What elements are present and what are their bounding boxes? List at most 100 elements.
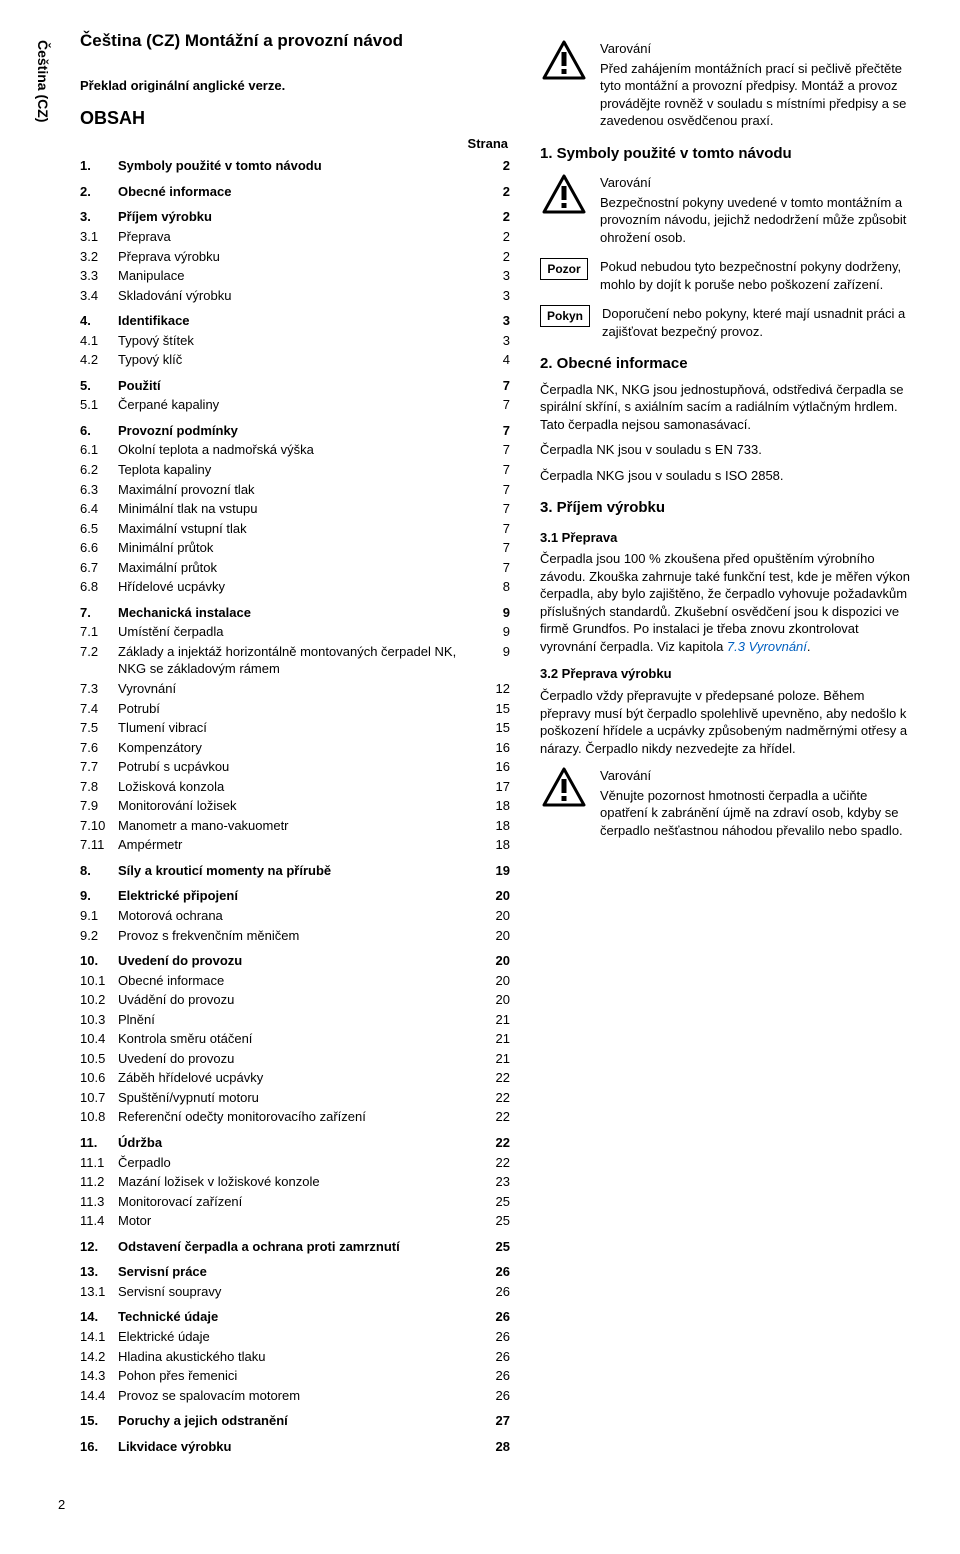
toc-number: 3. — [80, 208, 118, 226]
toc-row[interactable]: 3.2Přeprava výrobku2 — [80, 247, 510, 267]
toc-page: 8 — [482, 578, 510, 596]
toc-row[interactable]: 6.1Okolní teplota a nadmořská výška7 — [80, 440, 510, 460]
toc-row[interactable]: 7.10Manometr a mano-vakuometr18 — [80, 816, 510, 836]
toc-page: 26 — [482, 1308, 510, 1326]
toc-page: 2 — [482, 228, 510, 246]
toc-row[interactable]: 6.8Hřídelové ucpávky8 — [80, 577, 510, 597]
toc-page: 26 — [482, 1367, 510, 1385]
toc-row[interactable]: 6.5Maximální vstupní tlak7 — [80, 519, 510, 539]
toc-row[interactable]: 4.2Typový klíč4 — [80, 350, 510, 370]
toc-row[interactable]: 2.Obecné informace2 — [80, 182, 510, 202]
toc-number: 3.1 — [80, 228, 118, 246]
toc-row[interactable]: 7.4Potrubí15 — [80, 699, 510, 719]
toc-row[interactable]: 5.Použití7 — [80, 376, 510, 396]
toc-row[interactable]: 8.Síly a krouticí momenty na přírubě19 — [80, 861, 510, 881]
toc-row[interactable]: 7.6Kompenzátory16 — [80, 738, 510, 758]
toc-row[interactable]: 1.Symboly použité v tomto návodu2 — [80, 156, 510, 176]
toc-title: Okolní teplota a nadmořská výška — [118, 441, 482, 459]
toc-row[interactable]: 10.1Obecné informace20 — [80, 971, 510, 991]
toc-row[interactable]: 12.Odstavení čerpadla a ochrana proti za… — [80, 1237, 510, 1257]
toc-page: 22 — [482, 1108, 510, 1126]
toc-row[interactable]: 10.Uvedení do provozu20 — [80, 951, 510, 971]
toc-row[interactable]: 11.1Čerpadlo22 — [80, 1153, 510, 1173]
toc-row[interactable]: 7.2Základy a injektáž horizontálně monto… — [80, 642, 510, 679]
toc-row[interactable]: 11.4Motor25 — [80, 1211, 510, 1231]
toc-row[interactable]: 15.Poruchy a jejich odstranění27 — [80, 1411, 510, 1431]
toc-page: 7 — [482, 396, 510, 414]
pozor-text: Pokud nebudou tyto bezpečnostní pokyny d… — [600, 258, 910, 293]
toc-row[interactable]: 10.6Záběh hřídelové ucpávky22 — [80, 1068, 510, 1088]
toc-row[interactable]: 7.3Vyrovnání12 — [80, 679, 510, 699]
toc-row[interactable]: 13.Servisní práce26 — [80, 1262, 510, 1282]
toc-row[interactable]: 11.3Monitorovací zařízení25 — [80, 1192, 510, 1212]
warning-icon — [540, 767, 588, 807]
toc-number: 6.7 — [80, 559, 118, 577]
toc-row[interactable]: 14.2Hladina akustického tlaku26 — [80, 1347, 510, 1367]
note-pokyn: Pokyn Doporučení nebo pokyny, které mají… — [540, 305, 910, 340]
toc-row[interactable]: 10.3Plnění21 — [80, 1010, 510, 1030]
toc-row[interactable]: 10.5Uvedení do provozu21 — [80, 1049, 510, 1069]
toc-row[interactable]: 9.Elektrické připojení20 — [80, 886, 510, 906]
toc-row[interactable]: 10.4Kontrola směru otáčení21 — [80, 1029, 510, 1049]
toc-row[interactable]: 7.8Ložisková konzola17 — [80, 777, 510, 797]
toc-title: Typový klíč — [118, 351, 482, 369]
toc-row[interactable]: 13.1Servisní soupravy26 — [80, 1282, 510, 1302]
toc-row[interactable]: 6.2Teplota kapaliny7 — [80, 460, 510, 480]
toc-row[interactable]: 7.Mechanická instalace9 — [80, 603, 510, 623]
toc-row[interactable]: 4.1Typový štítek3 — [80, 331, 510, 351]
toc-row[interactable]: 14.4Provoz se spalovacím motorem26 — [80, 1386, 510, 1406]
toc-title: Příjem výrobku — [118, 208, 482, 226]
toc-row[interactable]: 11.2Mazání ložisek v ložiskové konzole23 — [80, 1172, 510, 1192]
toc-title: Přeprava výrobku — [118, 248, 482, 266]
toc-title: Provoz s frekvenčním měničem — [118, 927, 482, 945]
section-2-heading: 2. Obecné informace — [540, 354, 910, 374]
toc-row[interactable]: 6.6Minimální průtok7 — [80, 538, 510, 558]
toc-title: Minimální průtok — [118, 539, 482, 557]
toc-title: Kompenzátory — [118, 739, 482, 757]
toc-page: 25 — [482, 1212, 510, 1230]
toc-row[interactable]: 10.8Referenční odečty monitorovacího zař… — [80, 1107, 510, 1127]
toc-row[interactable]: 3.3Manipulace3 — [80, 266, 510, 286]
toc-row[interactable]: 9.1Motorová ochrana20 — [80, 906, 510, 926]
toc-row[interactable]: 6.7Maximální průtok7 — [80, 558, 510, 578]
toc-title: Provoz se spalovacím motorem — [118, 1387, 482, 1405]
section-2-paragraph-2: Čerpadla NK jsou v souladu s EN 733. — [540, 441, 910, 459]
toc-title: Symboly použité v tomto návodu — [118, 157, 482, 175]
toc-number: 2. — [80, 183, 118, 201]
toc-row[interactable]: 3.1Přeprava2 — [80, 227, 510, 247]
toc-title: Provozní podmínky — [118, 422, 482, 440]
toc-title: Přeprava — [118, 228, 482, 246]
pokyn-text: Doporučení nebo pokyny, které mají usnad… — [602, 305, 910, 340]
toc-title: Typový štítek — [118, 332, 482, 350]
toc-row[interactable]: 7.9Monitorování ložisek18 — [80, 796, 510, 816]
toc-number: 16. — [80, 1438, 118, 1456]
toc-row[interactable]: 3.Příjem výrobku2 — [80, 207, 510, 227]
toc-row[interactable]: 7.11Ampérmetr18 — [80, 835, 510, 855]
toc-row[interactable]: 6.4Minimální tlak na vstupu7 — [80, 499, 510, 519]
section-1-heading: 1. Symboly použité v tomto návodu — [540, 144, 910, 164]
toc-page: 2 — [482, 183, 510, 201]
toc-row[interactable]: 7.5Tlumení vibrací15 — [80, 718, 510, 738]
toc-row[interactable]: 9.2Provoz s frekvenčním měničem20 — [80, 926, 510, 946]
toc-number: 10.1 — [80, 972, 118, 990]
toc-row[interactable]: 14.Technické údaje26 — [80, 1307, 510, 1327]
toc-row[interactable]: 6.3Maximální provozní tlak7 — [80, 480, 510, 500]
toc-row[interactable]: 6.Provozní podmínky7 — [80, 421, 510, 441]
toc-row[interactable]: 14.1Elektrické údaje26 — [80, 1327, 510, 1347]
toc-row[interactable]: 16.Likvidace výrobku28 — [80, 1437, 510, 1457]
toc-row[interactable]: 11.Údržba22 — [80, 1133, 510, 1153]
crossref-link[interactable]: 7.3 Vyrovnání — [727, 639, 807, 654]
toc-page: 7 — [482, 500, 510, 518]
toc-row[interactable]: 10.2Uvádění do provozu20 — [80, 990, 510, 1010]
toc-row[interactable]: 14.3Pohon přes řemenici26 — [80, 1366, 510, 1386]
toc-page: 21 — [482, 1050, 510, 1068]
toc-row[interactable]: 10.7Spuštění/vypnutí motoru22 — [80, 1088, 510, 1108]
toc-row[interactable]: 4.Identifikace3 — [80, 311, 510, 331]
toc-number: 7.2 — [80, 643, 118, 678]
toc-row[interactable]: 7.7Potrubí s ucpávkou16 — [80, 757, 510, 777]
warning-title: Varování — [600, 174, 910, 192]
toc-row[interactable]: 3.4Skladování výrobku3 — [80, 286, 510, 306]
toc-title: Potrubí s ucpávkou — [118, 758, 482, 776]
toc-row[interactable]: 7.1Umístění čerpadla9 — [80, 622, 510, 642]
toc-row[interactable]: 5.1Čerpané kapaliny7 — [80, 395, 510, 415]
